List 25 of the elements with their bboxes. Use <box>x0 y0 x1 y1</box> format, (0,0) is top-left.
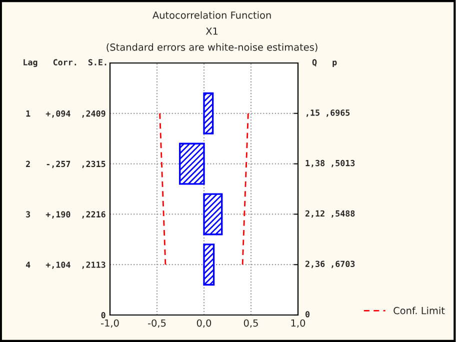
text: ,15 ,6965 <box>306 110 350 117</box>
bar <box>203 193 223 236</box>
chart-subtitle: X1 <box>206 28 218 35</box>
x-tick-label: -1,0 <box>100 319 119 328</box>
chart-title: Autocorrelation Function <box>152 11 271 19</box>
y-tick-label: 4 +,104 ,2113 <box>26 262 106 269</box>
y-tick-label: 2 -,257 ,2315 <box>26 160 106 168</box>
x-tick-label: 0,5 <box>244 319 258 328</box>
text: Q p <box>312 59 337 68</box>
y-tick-label: 3 +,190 ,2216 <box>26 211 106 219</box>
bar <box>203 92 214 134</box>
x-tick-label: -0,5 <box>148 319 166 328</box>
text: 1,38 ,5013 <box>306 160 355 168</box>
x-tick-label: 1,0 <box>291 319 306 328</box>
bar <box>179 142 205 185</box>
text: 0 <box>306 311 310 318</box>
text: Lag Corr. S.E. <box>24 59 106 68</box>
bar <box>203 244 215 286</box>
y-tick-label: 1 +,094 ,2409 <box>26 110 106 118</box>
text: 2,12 ,5488 <box>305 210 355 218</box>
text: 2,36 ,6703 <box>305 260 355 268</box>
text: (Standard errors are white-noise estimates) <box>106 43 318 52</box>
legend-label: Conf. Limit <box>394 306 445 314</box>
x-tick-label: 0,0 <box>196 319 212 328</box>
y-tick-label: 0 <box>101 312 106 318</box>
